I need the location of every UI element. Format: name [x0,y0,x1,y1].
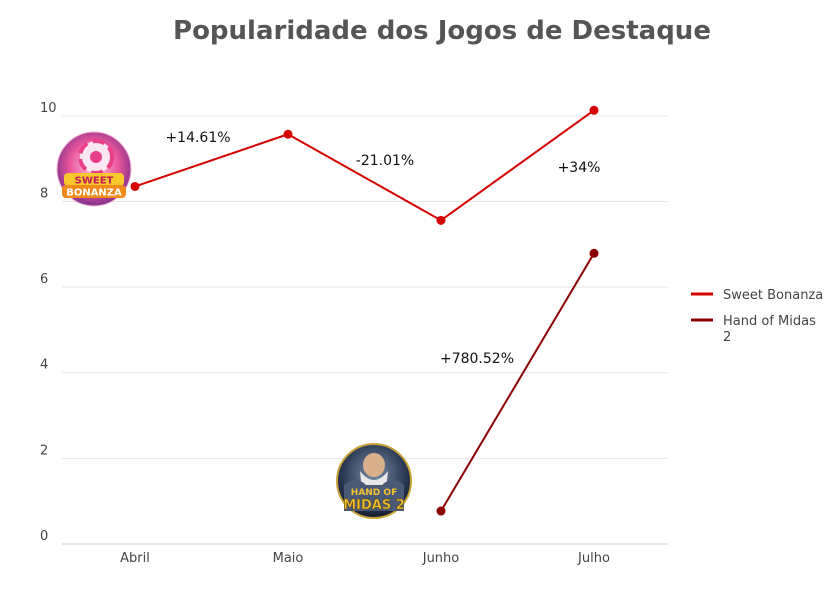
change-label: +34% [558,160,601,176]
x-tick-label: Junho [422,551,460,566]
svg-text:BONANZA: BONANZA [66,188,122,199]
y-tick-label: 8 [40,186,48,201]
y-tick-label: 2 [40,443,48,458]
change-label: +780.52% [440,351,514,367]
y-tick-label: 0 [40,529,48,544]
x-tick-label: Abril [120,551,150,566]
x-tick-label: Julho [577,551,610,566]
x-axis-ticks: Abril Maio Junho Julho [120,551,610,566]
y-tick-label: 4 [40,358,48,373]
data-point [436,215,446,225]
sweet-bonanza-logo: SWEET BONANZA [56,131,132,207]
series-line-1 [440,252,595,512]
x-tick-label: Maio [273,551,304,566]
legend-label-hand-of-midas-2: Hand of Midas 2 [723,314,820,345]
change-label: +14.61% [165,130,230,146]
data-point [436,506,446,516]
data-point [283,129,293,139]
legend: Sweet Bonanza Hand of Midas 2 [691,288,823,345]
chart-title: Popularidade dos Jogos de Destaque [173,16,711,46]
change-labels: +14.61% -21.01% +34% +780.52% [165,130,600,367]
svg-text:MIDAS 2: MIDAS 2 [343,498,405,513]
legend-label-sweet-bonanza: Sweet Bonanza [723,288,823,303]
data-point [589,105,599,115]
svg-text:HAND OF: HAND OF [351,488,397,498]
data-point [589,248,599,258]
svg-text:SWEET: SWEET [75,176,114,187]
series-lines [130,105,599,516]
y-tick-label: 6 [40,272,48,287]
series-line-0 [134,109,595,222]
hand-of-midas-2-logo: HAND OF MIDAS 2 [336,443,412,519]
data-point [130,181,140,191]
y-axis-ticks: 0 2 4 6 8 10 [40,101,57,544]
y-tick-label: 10 [40,101,57,116]
change-label: -21.01% [356,153,414,169]
